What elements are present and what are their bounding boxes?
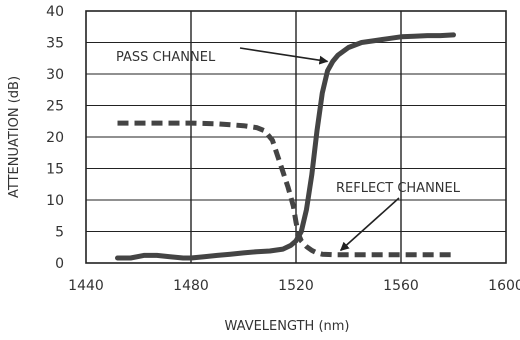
annotation-arrow bbox=[341, 198, 399, 250]
y-tick-label: 25 bbox=[46, 99, 64, 115]
y-tick-label: 20 bbox=[46, 130, 64, 146]
y-tick-label: 30 bbox=[46, 67, 64, 83]
y-tick-label: 15 bbox=[46, 162, 64, 178]
x-tick-label: 1520 bbox=[278, 278, 314, 294]
y-axis-label: ATTENUATION (dB) bbox=[7, 76, 22, 198]
annotation-label: REFLECT CHANNEL bbox=[336, 181, 461, 196]
y-tick-label: 40 bbox=[46, 4, 64, 20]
x-tick-label: 1560 bbox=[383, 278, 419, 294]
y-tick-label: 10 bbox=[46, 193, 64, 209]
y-tick-label: 5 bbox=[55, 225, 64, 241]
annotations: PASS CHANNEL REFLECT CHANNEL bbox=[116, 48, 461, 250]
x-tick-label: 1480 bbox=[173, 278, 209, 294]
y-tick-label: 35 bbox=[46, 36, 64, 52]
annotation-arrow bbox=[240, 48, 328, 61]
x-axis-label: WAVELENGTH (nm) bbox=[225, 319, 350, 334]
annotation-label: PASS CHANNEL bbox=[116, 50, 216, 65]
x-tick-label: 1440 bbox=[68, 278, 104, 294]
x-tick-label: 1600 bbox=[488, 278, 520, 294]
pass-channel-line bbox=[118, 35, 454, 258]
y-tick-label: 0 bbox=[55, 256, 64, 272]
series-layer bbox=[118, 35, 454, 258]
